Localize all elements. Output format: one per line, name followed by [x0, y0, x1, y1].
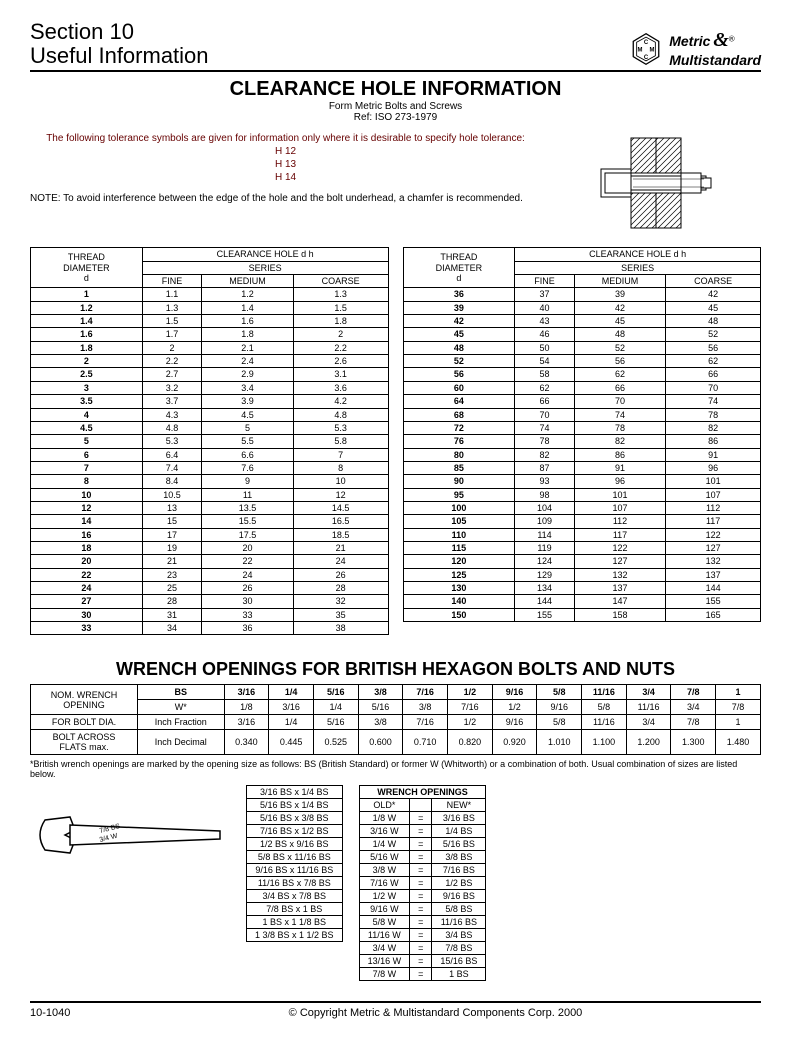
page-number: 10-1040 [30, 1007, 110, 1019]
brand-text-block: Metric &® Multistandard [669, 29, 761, 68]
tolerance-3: H 14 [30, 172, 541, 183]
svg-text:C: C [644, 40, 649, 46]
svg-text:M: M [638, 47, 643, 53]
section-title: Section 10 Useful Information [30, 20, 209, 68]
svg-text:M: M [650, 47, 655, 53]
page-header: Section 10 Useful Information C M M C Me… [30, 20, 761, 72]
tolerance-2: H 13 [30, 159, 541, 170]
trademark-icon: ® [729, 35, 735, 44]
combo-table: 3/16 BS x 1/4 BS5/16 BS x 1/4 BS5/16 BS … [246, 785, 343, 942]
clearance-table-2: THREADDIAMETERdCLEARANCE HOLE d hSERIESF… [403, 247, 762, 622]
intro-text: The following tolerance symbols are give… [30, 133, 541, 204]
tolerance-1: H 12 [30, 146, 541, 157]
page-footer: 10-1040 © Copyright Metric & Multistanda… [30, 1001, 761, 1019]
section-line2: Useful Information [30, 44, 209, 68]
intro-block: The following tolerance symbols are give… [30, 133, 761, 233]
wrench-icon: 7/8 BS 3/4 W [30, 785, 230, 885]
intro-lead: The following tolerance symbols are give… [30, 133, 541, 144]
hex-logo-icon: C M M C [629, 32, 663, 66]
svg-text:C: C [644, 55, 649, 61]
brand-name-2: Multistandard [669, 52, 761, 68]
openings-table: WRENCH OPENINGSOLD*NEW*1/8 W=3/16 BS3/16… [359, 785, 487, 981]
wrench-table: NOM. WRENCHOPENINGBS3/161/45/163/87/161/… [30, 684, 761, 755]
section2-title: WRENCH OPENINGS FOR BRITISH HEXAGON BOLT… [30, 659, 761, 680]
copyright: © Copyright Metric & Multistandard Compo… [110, 1007, 761, 1019]
intro-note: NOTE: To avoid interference between the … [30, 193, 541, 204]
clearance-tables: THREADDIAMETERdCLEARANCE HOLE d hSERIESF… [30, 247, 761, 635]
clearance-table-1: THREADDIAMETERdCLEARANCE HOLE d hSERIESF… [30, 247, 389, 635]
bottom-row: 7/8 BS 3/4 W 3/16 BS x 1/4 BS5/16 BS x 1… [30, 785, 761, 981]
brand-logo: C M M C Metric &® Multistandard [629, 29, 761, 68]
brand-ampersand: & [713, 29, 729, 51]
wrench-note: *British wrench openings are marked by t… [30, 759, 761, 779]
section-line1: Section 10 [30, 20, 209, 44]
subtitle-1: Form Metric Bolts and Screws [30, 101, 761, 112]
page-title: CLEARANCE HOLE INFORMATION [30, 78, 761, 101]
subtitle-2: Ref: ISO 273-1979 [30, 112, 761, 123]
bolt-diagram-icon [561, 133, 761, 233]
brand-name-1: Metric [669, 33, 710, 49]
